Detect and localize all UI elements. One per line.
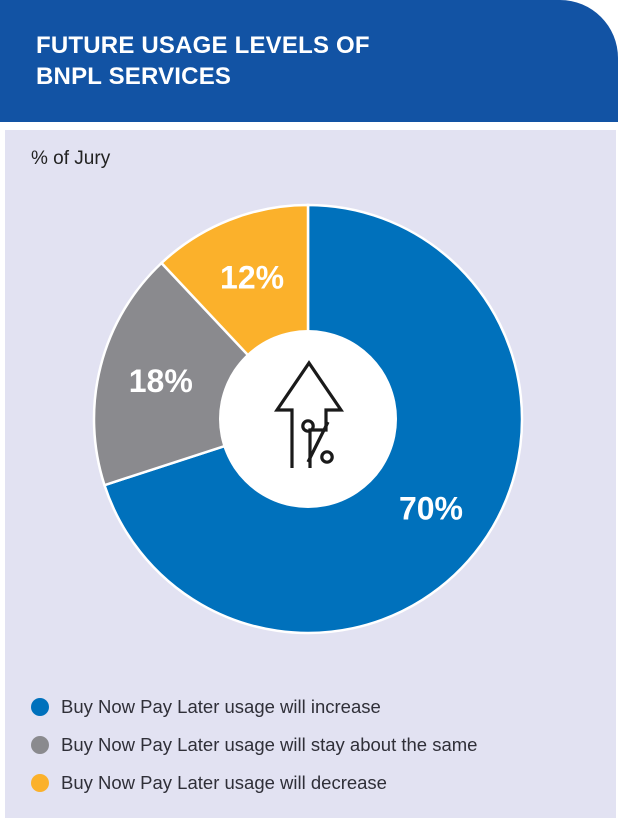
slice-value-label-3: 12%: [220, 260, 284, 296]
slice-value-label-1: 70%: [399, 490, 463, 526]
header-banner: FUTURE USAGE LEVELS OF BNPL SERVICES: [0, 0, 618, 122]
legend-item-2: Buy Now Pay Later usage will stay about …: [31, 726, 477, 764]
donut-hole: [219, 330, 397, 508]
legend-item-3: Buy Now Pay Later usage will decrease: [31, 764, 477, 802]
legend-item-1: Buy Now Pay Later usage will increase: [31, 688, 477, 726]
slice-value-label-2: 18%: [129, 363, 193, 399]
legend-label: Buy Now Pay Later usage will increase: [61, 696, 381, 717]
donut-chart: 70% 18% 12%: [92, 203, 524, 635]
chart-subtitle: % of Jury: [31, 148, 111, 169]
legend-label: Buy Now Pay Later usage will decrease: [61, 772, 387, 793]
legend-swatch: [31, 736, 49, 754]
arrow-up-percent-icon: [273, 360, 345, 468]
chart-panel: % of Jury 70% 18% 12% Buy Now Pay Later us…: [5, 130, 616, 818]
chart-title: FUTURE USAGE LEVELS OF BNPL SERVICES: [36, 32, 370, 90]
chart-legend: Buy Now Pay Later usage will increase Buy…: [31, 688, 477, 802]
legend-swatch: [31, 698, 49, 716]
legend-label: Buy Now Pay Later usage will stay about …: [61, 734, 478, 755]
slice-value-labels: 70% 18% 12%: [129, 260, 463, 527]
legend-swatch: [31, 774, 49, 792]
